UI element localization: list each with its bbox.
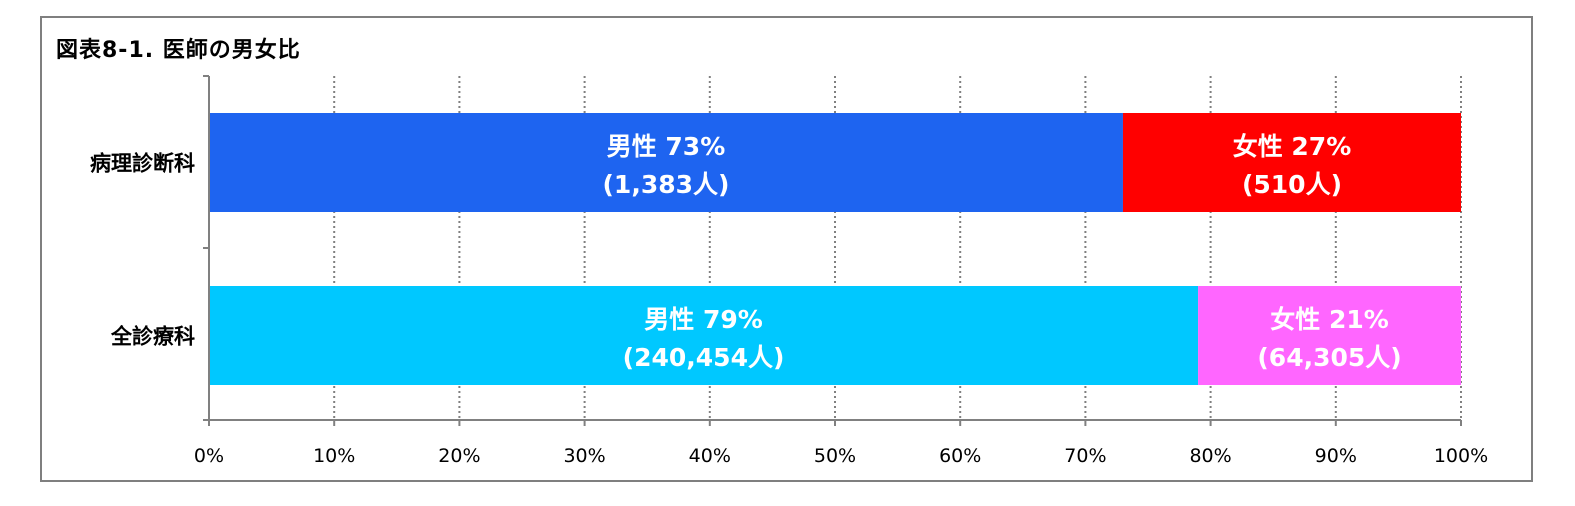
data-label: (240,454人): [623, 343, 785, 372]
data-label: (1,383人): [603, 170, 730, 199]
x-tick-label: 80%: [1189, 445, 1231, 467]
bar-female: [1198, 286, 1461, 385]
data-label: (64,305人): [1257, 343, 1401, 372]
data-label: 男性 79%: [644, 305, 763, 334]
x-tick-label: 70%: [1064, 445, 1106, 467]
x-tick-label: 0%: [194, 445, 224, 467]
category-label: 全診療科: [110, 325, 195, 349]
x-tick-label: 10%: [313, 445, 355, 467]
x-tick-label: 30%: [563, 445, 605, 467]
x-tick-label: 20%: [438, 445, 480, 467]
data-label: (510人): [1242, 170, 1342, 199]
data-label: 女性 27%: [1233, 132, 1352, 161]
x-tick-label: 50%: [814, 445, 856, 467]
data-label: 女性 21%: [1270, 305, 1389, 334]
bar-male: [209, 113, 1123, 212]
x-tick-label: 40%: [689, 445, 731, 467]
chart-title: 図表8-1. 医師の男女比: [56, 38, 301, 63]
data-label: 男性 73%: [607, 132, 726, 161]
x-tick-label: 60%: [939, 445, 981, 467]
chart-frame: 図表8-1. 医師の男女比: [40, 16, 1533, 482]
bar-female: [1122, 113, 1461, 212]
category-label: 病理診断科: [90, 152, 195, 176]
bar-male: [209, 286, 1199, 385]
x-tick-label: 100%: [1434, 445, 1488, 467]
x-tick-label: 90%: [1315, 445, 1357, 467]
